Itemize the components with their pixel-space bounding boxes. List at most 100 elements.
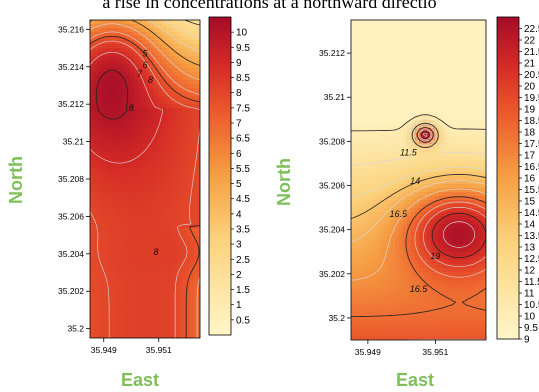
- field-cell: [415, 252, 420, 257]
- field-cell: [170, 116, 175, 121]
- field-cell: [114, 20, 119, 25]
- field-cell: [98, 176, 103, 181]
- field-cell: [110, 292, 115, 297]
- field-cell: [371, 288, 376, 293]
- field-cell: [379, 20, 384, 25]
- field-cell: [166, 204, 171, 209]
- field-cell: [351, 328, 356, 333]
- field-cell: [371, 36, 376, 41]
- field-cell: [174, 52, 179, 57]
- field-cell: [359, 100, 364, 105]
- field-cell: [118, 64, 123, 69]
- field-cell: [483, 144, 486, 149]
- field-cell: [198, 172, 200, 177]
- field-cell: [122, 284, 127, 289]
- field-cell: [118, 176, 123, 181]
- field-cell: [479, 168, 484, 173]
- field-cell: [411, 216, 416, 221]
- field-cell: [355, 96, 360, 101]
- field-cell: [427, 236, 432, 241]
- field-cell: [130, 96, 135, 101]
- field-cell: [419, 92, 424, 97]
- field-cell: [435, 148, 440, 153]
- field-cell: [186, 44, 191, 49]
- field-cell: [375, 148, 380, 153]
- field-cell: [419, 76, 424, 81]
- field-cell: [90, 300, 95, 305]
- field-cell: [419, 316, 424, 321]
- field-cell: [415, 36, 420, 41]
- field-cell: [166, 324, 171, 329]
- field-cell: [443, 248, 448, 253]
- field-cell: [102, 56, 107, 61]
- field-cell: [170, 324, 175, 329]
- field-cell: [118, 284, 123, 289]
- field-cell: [126, 192, 131, 197]
- field-cell: [106, 180, 111, 185]
- field-cell: [483, 316, 486, 321]
- field-cell: [451, 288, 456, 293]
- field-cell: [387, 264, 392, 269]
- field-cell: [194, 196, 199, 201]
- field-cell: [479, 216, 484, 221]
- field-cell: [439, 156, 444, 161]
- field-cell: [431, 64, 436, 69]
- field-cell: [110, 192, 115, 197]
- field-cell: [367, 148, 372, 153]
- field-cell: [158, 316, 163, 321]
- field-cell: [178, 256, 183, 261]
- field-cell: [174, 68, 179, 73]
- field-cell: [198, 320, 200, 325]
- field-cell: [174, 308, 179, 313]
- field-cell: [459, 72, 464, 77]
- field-cell: [158, 176, 163, 181]
- field-cell: [198, 224, 200, 229]
- field-cell: [383, 236, 388, 241]
- field-cell: [379, 96, 384, 101]
- field-cell: [118, 84, 123, 89]
- field-cell: [118, 292, 123, 297]
- field-cell: [118, 96, 123, 101]
- field-cell: [431, 236, 436, 241]
- field-cell: [399, 148, 404, 153]
- field-cell: [186, 224, 191, 229]
- field-cell: [154, 104, 159, 109]
- field-cell: [355, 136, 360, 141]
- field-cell: [375, 296, 380, 301]
- field-cell: [439, 164, 444, 169]
- field-cell: [403, 184, 408, 189]
- field-cell: [150, 204, 155, 209]
- field-cell: [90, 320, 95, 325]
- field-cell: [94, 20, 99, 25]
- field-cell: [467, 256, 472, 261]
- field-cell: [154, 20, 159, 25]
- field-cell: [134, 328, 139, 333]
- field-cell: [134, 252, 139, 257]
- field-cell: [182, 224, 187, 229]
- field-cell: [106, 280, 111, 285]
- field-cell: [162, 276, 167, 281]
- field-cell: [150, 160, 155, 165]
- field-cell: [439, 200, 444, 205]
- field-cell: [447, 324, 452, 329]
- field-cell: [399, 184, 404, 189]
- field-cell: [403, 144, 408, 149]
- field-cell: [98, 120, 103, 125]
- field-cell: [122, 72, 127, 77]
- field-cell: [166, 124, 171, 129]
- field-cell: [351, 240, 356, 245]
- field-cell: [411, 180, 416, 185]
- field-cell: [138, 264, 143, 269]
- field-cell: [431, 220, 436, 225]
- field-cell: [415, 208, 420, 213]
- colorbar-tick-label: 5.5: [236, 164, 250, 175]
- field-cell: [138, 220, 143, 225]
- field-cell: [403, 208, 408, 213]
- field-cell: [118, 112, 123, 117]
- field-cell: [407, 40, 412, 45]
- field-cell: [455, 320, 460, 325]
- field-cell: [122, 208, 127, 213]
- field-cell: [355, 288, 360, 293]
- field-cell: [451, 176, 456, 181]
- field-cell: [359, 64, 364, 69]
